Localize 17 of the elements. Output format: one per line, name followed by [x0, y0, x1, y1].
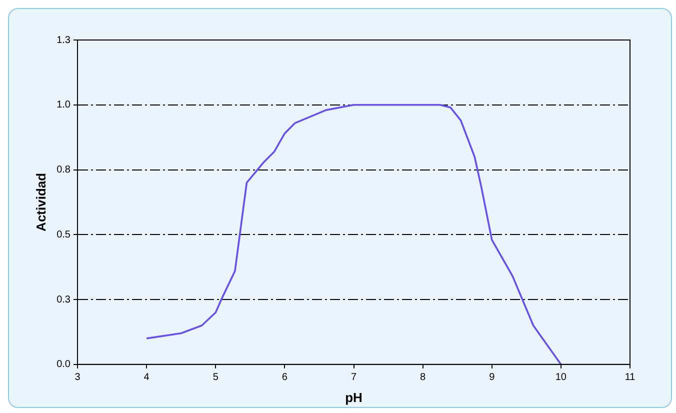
x-tick-label: 7	[350, 372, 357, 384]
y-tick-label: 0.8	[56, 164, 71, 176]
x-tick-label: 8	[420, 372, 426, 384]
x-tick-label: 11	[624, 372, 636, 384]
x-tick-label: 6	[282, 372, 288, 384]
x-tick-label: 3	[74, 372, 81, 384]
x-tick-label: 10	[555, 372, 567, 384]
y-axis-title: Actividad	[33, 172, 48, 232]
y-tick-label: 1.3	[56, 34, 71, 46]
x-tick-label: 9	[489, 372, 496, 384]
x-tick-label: 4	[144, 372, 150, 384]
x-axis-title: pH	[345, 390, 362, 405]
y-tick-label: 0.3	[56, 294, 71, 306]
y-tick-label: 0.5	[56, 229, 71, 240]
y-tick-label: 0.0	[56, 359, 71, 370]
y-tick-label: 1.0	[56, 100, 71, 111]
x-tick-label: 5	[212, 372, 219, 384]
